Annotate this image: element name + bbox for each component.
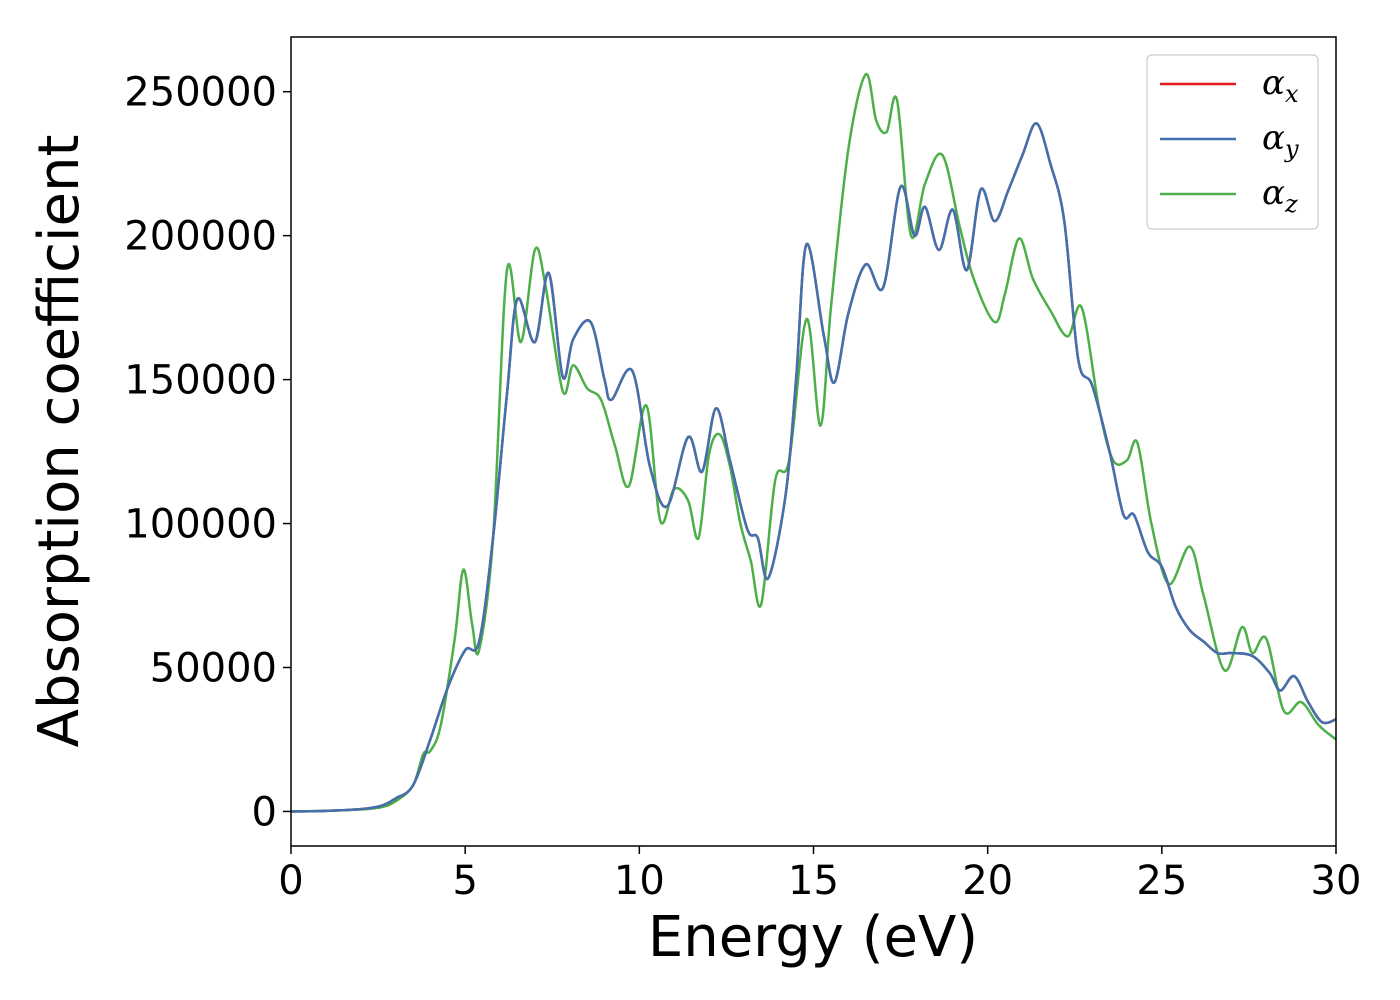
x-tick-label: 10 bbox=[614, 858, 665, 904]
x-tick-label: 5 bbox=[452, 858, 477, 904]
y-tick-label: 250000 bbox=[124, 70, 277, 116]
x-axis-title: Energy (eV) bbox=[648, 905, 978, 970]
legend-label-alpha-y: αy bbox=[1262, 118, 1299, 163]
legend-box bbox=[1146, 54, 1319, 230]
y-axis-title: Absorption coefficient bbox=[27, 135, 92, 748]
y-tick-label: 200000 bbox=[124, 214, 277, 260]
x-tick-label: 30 bbox=[1311, 858, 1362, 904]
plot-lines bbox=[291, 73, 1336, 813]
y-tick-label: 150000 bbox=[124, 358, 277, 404]
y-tick-label: 0 bbox=[252, 789, 277, 835]
series-line-alpha-y bbox=[291, 122, 1336, 813]
legend-label-alpha-z: αz bbox=[1262, 173, 1298, 218]
series-line-alpha-z bbox=[291, 73, 1336, 813]
x-tick-label: 20 bbox=[962, 858, 1013, 904]
x-axis: 0 5 10 15 20 25 30 bbox=[278, 846, 1361, 904]
legend-label-alpha-x: αx bbox=[1262, 63, 1299, 108]
legend: αx αy αz bbox=[1146, 54, 1319, 230]
x-tick-label: 15 bbox=[788, 858, 839, 904]
y-tick-label: 50000 bbox=[150, 646, 277, 692]
x-tick-label: 0 bbox=[278, 858, 303, 904]
y-tick-label: 100000 bbox=[124, 502, 277, 548]
x-tick-label: 25 bbox=[1136, 858, 1187, 904]
y-axis: 0 50000 100000 150000 200000 250000 bbox=[124, 70, 291, 835]
